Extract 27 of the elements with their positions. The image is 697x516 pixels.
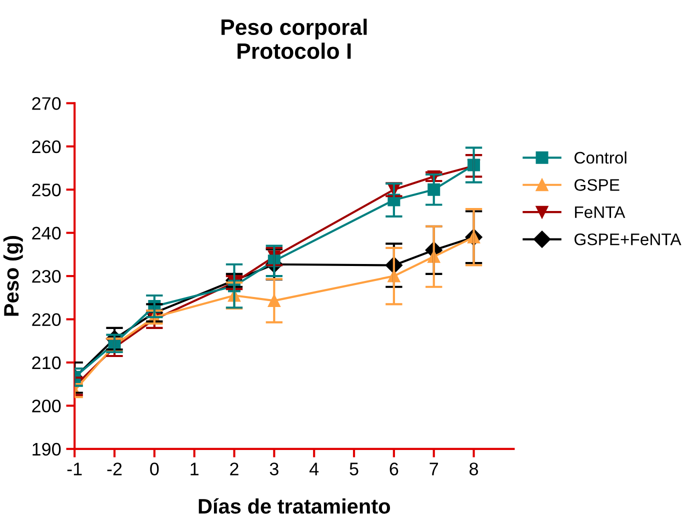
y-tick-label: 200 [32, 400, 61, 412]
y-tick-label: 190 [32, 442, 61, 456]
x-tick-label: 7 [430, 462, 438, 476]
y-axis-title: Peso (g) [3, 236, 23, 316]
y-tick-label: 230 [32, 270, 61, 283]
x-tick-label: 6 [390, 462, 398, 476]
chart-title: Peso corporal Protocolo I [222, 18, 367, 59]
x-tick-label: 1 [190, 462, 198, 476]
y-tick-label: 240 [32, 226, 61, 240]
y-tick-label: 250 [32, 184, 61, 196]
y-tick-label: 220 [32, 313, 61, 326]
x-tick-label: 4 [309, 462, 319, 476]
y-tick-label: 270 [32, 97, 61, 110]
y-tick-label: 260 [32, 140, 61, 154]
x-axis-title: Días de tratamiento [198, 498, 390, 514]
legend-label: Control [574, 151, 626, 164]
y-tick-label: 210 [32, 356, 61, 370]
x-tick-label: 2 [230, 462, 238, 476]
x-tick-label: -1 [67, 462, 82, 476]
legend-label: FeNTA [575, 206, 626, 218]
x-tick-label: 8 [470, 462, 478, 476]
legend-label: GSPE [574, 179, 620, 191]
legend-label: GSPE+FeNTA [574, 233, 682, 246]
x-tick-label: 5 [350, 462, 358, 476]
x-tick-label: -2 [107, 462, 122, 476]
x-tick-label: 0 [150, 462, 159, 476]
x-tick-label: 3 [270, 462, 278, 476]
